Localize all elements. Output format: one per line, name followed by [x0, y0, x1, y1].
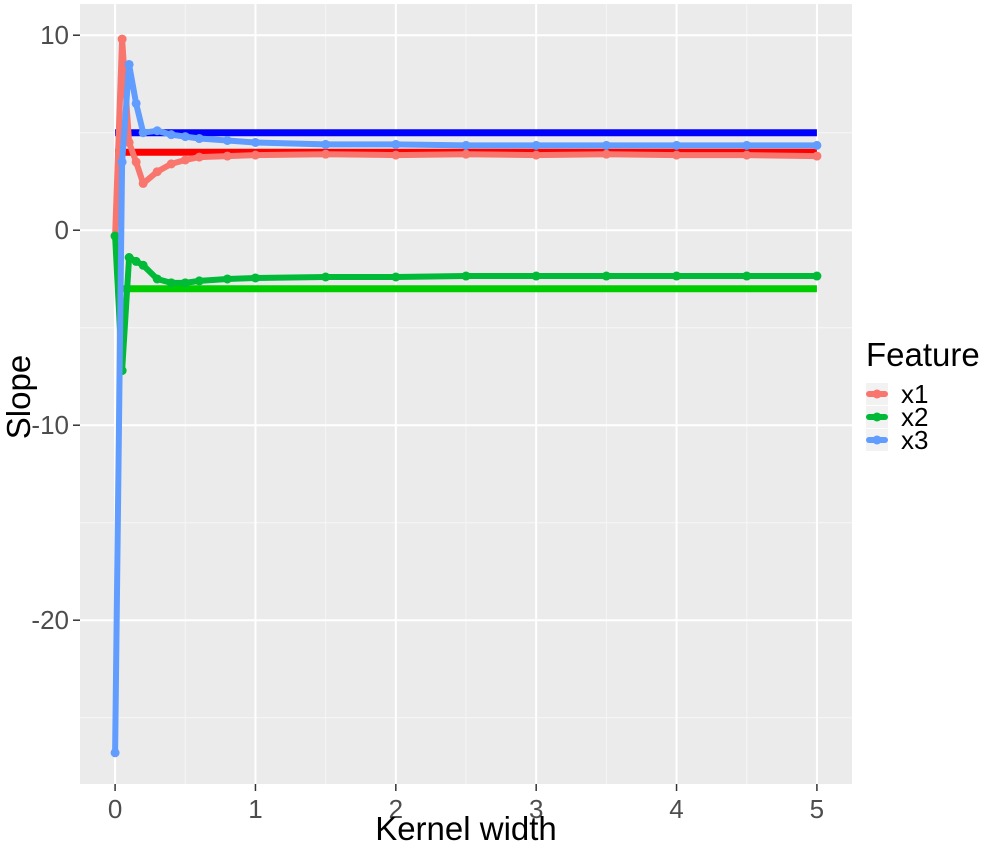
series-x1 [110, 34, 822, 241]
data-point-x3 [131, 98, 141, 108]
data-point-x2 [166, 278, 176, 288]
data-point-x1 [321, 149, 331, 159]
data-point-x3 [250, 137, 260, 147]
y-tick-label: 0 [55, 215, 69, 245]
x-tick-label: 4 [669, 794, 683, 824]
data-point-x2 [461, 271, 471, 281]
data-point-x3 [138, 128, 148, 138]
data-point-x3 [601, 140, 611, 150]
legend-entry-x2: x2 [866, 402, 928, 432]
data-point-x1 [138, 178, 148, 188]
data-point-x1 [812, 151, 822, 161]
data-point-x1 [531, 150, 541, 160]
legend-key-point [872, 435, 882, 445]
data-point-x3 [166, 130, 176, 140]
y-axis-title: Slope [0, 355, 37, 439]
data-point-x2 [672, 271, 682, 281]
x-tick-label: 2 [389, 794, 403, 824]
data-point-x1 [222, 151, 232, 161]
data-point-x2 [250, 273, 260, 283]
series-x3 [110, 59, 822, 758]
x-tick-label: 3 [529, 794, 543, 824]
data-point-x3 [124, 59, 134, 69]
data-point-x2 [138, 260, 148, 270]
y-tick-label: -10 [31, 410, 69, 440]
data-point-x1 [672, 150, 682, 160]
y-tick-labels: -20 -10 0 10 [31, 20, 69, 635]
data-point-x3 [222, 136, 232, 145]
legend-entry-x3: x3 [866, 425, 928, 455]
data-point-x1 [124, 137, 134, 147]
legend-label: x1 [901, 379, 928, 409]
x-axis-title: Kernel width [375, 810, 557, 847]
data-point-x2 [110, 231, 120, 241]
data-point-x2 [321, 272, 331, 282]
data-point-x3 [117, 157, 127, 167]
data-point-x2 [131, 256, 141, 266]
y-tick-label: 10 [40, 20, 69, 50]
series-x2 [110, 231, 822, 376]
x-tick-labels: 0 1 2 3 4 5 [108, 794, 824, 824]
data-point-x1 [194, 152, 204, 162]
data-point-x2 [124, 253, 134, 262]
data-point-x3 [672, 140, 682, 150]
data-point-x3 [742, 140, 752, 150]
data-point-x1 [131, 157, 141, 167]
data-point-x1 [250, 150, 260, 160]
data-point-x1 [180, 155, 190, 165]
data-point-x3 [194, 134, 204, 144]
data-point-x3 [321, 139, 331, 149]
x-tick-label: 1 [248, 794, 262, 824]
data-point-x1 [742, 150, 752, 160]
data-point-x2 [742, 271, 752, 281]
x-tick-label: 0 [108, 794, 122, 824]
legend-entry-x1: x1 [866, 379, 928, 409]
x-tick-label: 5 [810, 794, 824, 824]
data-point-x3 [152, 126, 162, 136]
data-point-x2 [812, 271, 822, 281]
data-point-x2 [152, 274, 162, 284]
data-point-x1 [166, 159, 176, 169]
data-point-x1 [461, 149, 471, 159]
legend-key-point [872, 389, 882, 399]
data-point-x3 [110, 748, 120, 758]
data-point-x1 [391, 150, 401, 160]
data-point-x3 [391, 139, 401, 149]
legend-key-point [872, 412, 882, 422]
data-point-x1 [152, 167, 162, 177]
y-tick-label: -20 [31, 605, 69, 635]
data-point-x2 [531, 271, 541, 281]
legend-label: x3 [901, 425, 928, 455]
data-point-x1 [117, 34, 127, 44]
data-point-x3 [461, 140, 471, 150]
data-point-x3 [180, 132, 190, 142]
data-point-x3 [531, 140, 541, 150]
data-point-x2 [194, 276, 204, 286]
legend-title: Feature [866, 336, 980, 373]
data-point-x2 [180, 278, 190, 288]
data-point-x2 [601, 271, 611, 281]
data-point-x2 [391, 272, 401, 282]
data-point-x3 [812, 140, 822, 150]
data-point-x1 [601, 149, 611, 159]
data-point-x2 [222, 274, 232, 284]
legend-label: x2 [901, 402, 928, 432]
series-layer [110, 34, 822, 758]
axis-ticks [73, 34, 818, 791]
